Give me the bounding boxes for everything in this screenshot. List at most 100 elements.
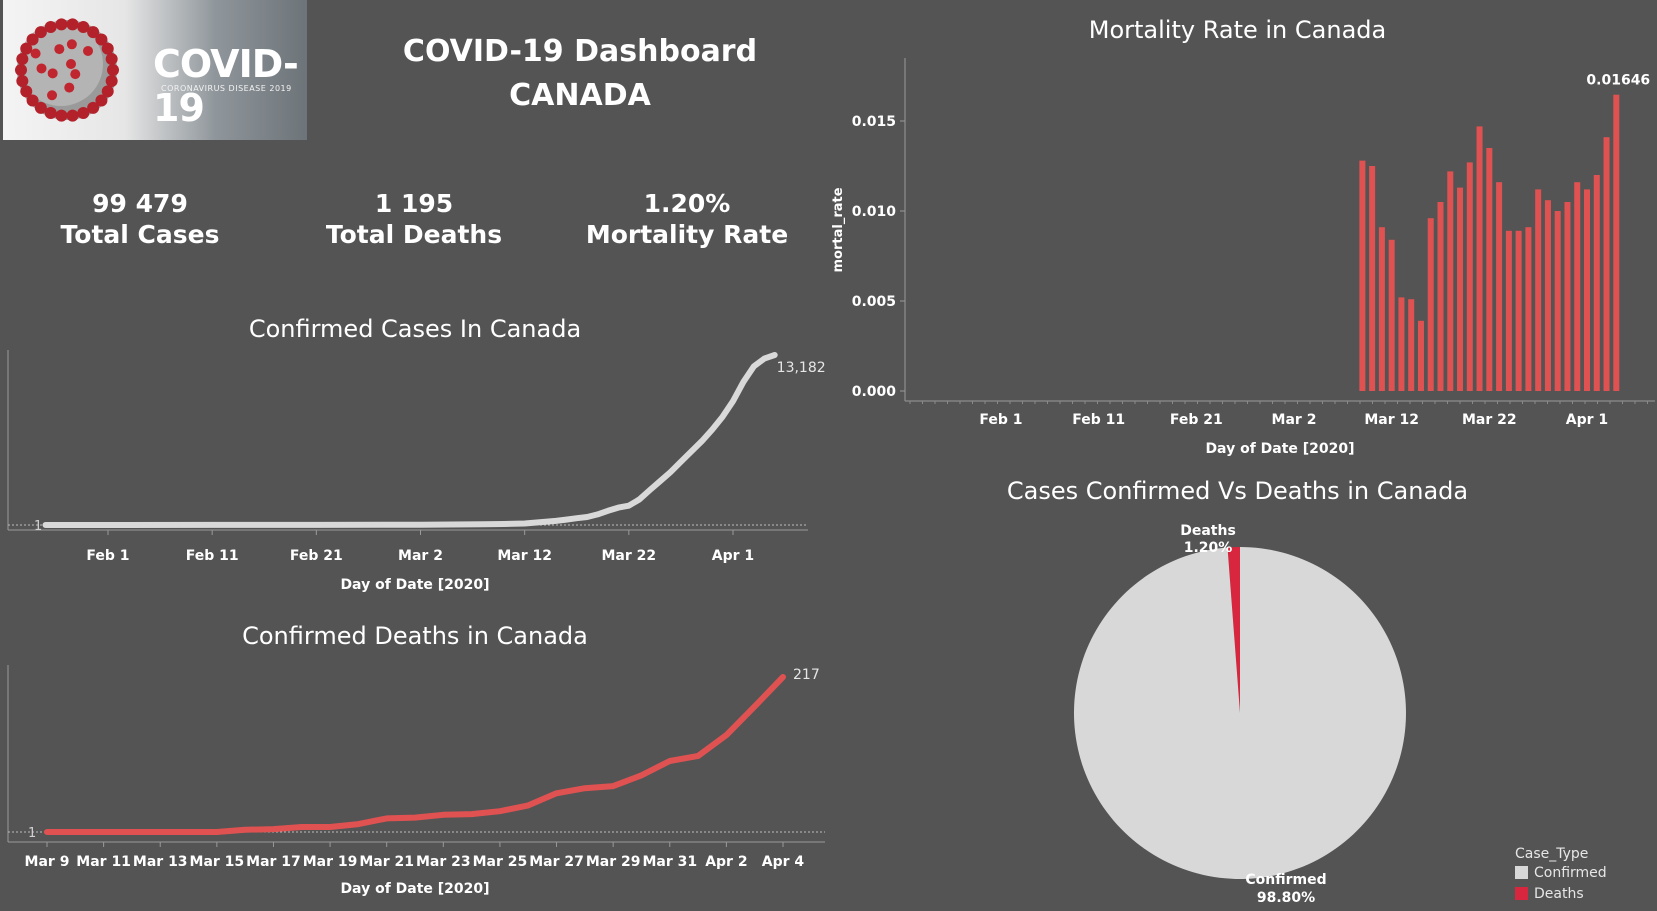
x-tick-label: Mar 15 bbox=[190, 854, 245, 870]
legend-swatch bbox=[1515, 866, 1528, 879]
logo-title: COVID-19 bbox=[153, 42, 299, 130]
virus-spike bbox=[64, 82, 75, 93]
mortality-bar bbox=[1486, 148, 1493, 391]
virus-spike bbox=[20, 42, 33, 55]
mortality-bar bbox=[1437, 202, 1444, 391]
x-tick-label: Mar 2 bbox=[1272, 412, 1317, 428]
end-value-label: 217 bbox=[793, 667, 820, 683]
x-tick-label: Apr 1 bbox=[712, 548, 754, 564]
virus-spike bbox=[95, 33, 108, 46]
kpi-total-cases: 99 479 Total Cases bbox=[5, 188, 275, 250]
x-tick-label: Mar 25 bbox=[473, 854, 528, 870]
deaths-series-line bbox=[44, 674, 786, 835]
mortality-bar bbox=[1378, 227, 1385, 391]
mortality-bar bbox=[1417, 320, 1424, 391]
x-tick-label: Mar 29 bbox=[586, 854, 641, 870]
virus-spike bbox=[16, 52, 29, 65]
virus-spike bbox=[70, 69, 81, 80]
reference-label: 1 bbox=[28, 826, 36, 841]
virus-spike bbox=[15, 64, 27, 76]
virus-spike bbox=[101, 85, 114, 98]
x-tick-label: Apr 4 bbox=[762, 854, 805, 870]
mortality-bar bbox=[1388, 239, 1395, 391]
kpi-mortality-rate: 1.20% Mortality Rate bbox=[552, 188, 822, 250]
mortality-bar bbox=[1515, 230, 1522, 391]
mortality-rate-bar-chart: 0.000 0.005 0.010 0.015 Feb 1 Feb 11 Feb 21 Mar… bbox=[831, 58, 1655, 457]
x-tick-label: Mar 2 bbox=[398, 548, 443, 564]
virus-spike bbox=[47, 68, 58, 79]
kpi-label: Total Cases bbox=[60, 220, 220, 249]
virus-spike bbox=[77, 107, 90, 120]
virus-spike bbox=[47, 90, 58, 101]
kpi-label: Mortality Rate bbox=[585, 220, 789, 249]
mortality-bar bbox=[1603, 137, 1610, 391]
virus-spike bbox=[105, 75, 118, 88]
x-tick-label: Mar 31 bbox=[642, 854, 697, 870]
virus-spike bbox=[55, 18, 68, 31]
mortality-bar bbox=[1525, 227, 1532, 391]
x-tick-label: Feb 11 bbox=[1072, 412, 1125, 428]
x-tick-label: Mar 13 bbox=[133, 854, 188, 870]
kpi-value: 1.20% bbox=[643, 189, 731, 218]
x-tick-label: Mar 11 bbox=[76, 854, 131, 870]
mortality-chart-title: Mortality Rate in Canada bbox=[1088, 16, 1387, 44]
kpi-label: Total Deaths bbox=[325, 220, 503, 249]
x-axis-label: Day of Date [2020] bbox=[340, 577, 489, 593]
deaths-chart-title: Confirmed Deaths in Canada bbox=[242, 622, 588, 650]
x-axis-label: Day of Date [2020] bbox=[340, 881, 489, 897]
mortality-bar bbox=[1369, 166, 1376, 391]
mortality-bar bbox=[1544, 200, 1551, 391]
mortality-bar bbox=[1496, 182, 1503, 391]
y-tick-label: 0.010 bbox=[852, 204, 897, 220]
mortality-bar bbox=[1564, 202, 1571, 391]
x-tick-label: Mar 12 bbox=[497, 548, 552, 564]
x-tick-label: Apr 1 bbox=[1566, 412, 1608, 428]
virus-spike bbox=[83, 45, 94, 56]
x-tick-label: Mar 27 bbox=[529, 854, 584, 870]
reference-label: 1 bbox=[34, 519, 42, 534]
virus-spike bbox=[66, 18, 79, 31]
legend-item-deaths[interactable]: Deaths bbox=[1515, 883, 1607, 904]
virus-spike bbox=[30, 48, 41, 59]
dashboard-title: COVID-19 Dashboard CANADA bbox=[370, 30, 790, 118]
pie-slice-confirmed bbox=[1073, 547, 1406, 879]
x-tick-label: Mar 9 bbox=[25, 854, 70, 870]
mortality-bar bbox=[1613, 94, 1620, 391]
y-tick-label: 0.000 bbox=[852, 384, 897, 400]
legend-title: Case_Type bbox=[1515, 846, 1589, 862]
legend-swatch bbox=[1515, 887, 1528, 900]
dashboard-title-line2: CANADA bbox=[509, 78, 651, 113]
virus-spike bbox=[44, 20, 57, 33]
pie-legend: Case_Type Confirmed Deaths bbox=[1515, 846, 1607, 904]
pie-label-deaths-value: 1.20% bbox=[1184, 540, 1233, 556]
mortality-bar bbox=[1408, 299, 1415, 391]
virus-spike bbox=[26, 33, 39, 46]
mortality-bar bbox=[1554, 211, 1561, 391]
virus-spike bbox=[20, 85, 33, 98]
pie-chart-title: Cases Confirmed Vs Deaths in Canada bbox=[1006, 477, 1469, 505]
mortality-bar bbox=[1359, 160, 1366, 391]
dashboard-title-line1: COVID-19 Dashboard bbox=[402, 34, 758, 69]
legend-item-confirmed[interactable]: Confirmed bbox=[1515, 862, 1607, 883]
virus-spike bbox=[77, 20, 90, 33]
confirmed-cases-line-chart: 1 Feb 1 Feb 11 Feb 21 Mar 2 Mar 12 Mar 22 Apr 1… bbox=[7, 350, 826, 593]
virus-spike bbox=[101, 42, 114, 55]
x-tick-label: Mar 12 bbox=[1364, 412, 1419, 428]
mortality-bar bbox=[1593, 175, 1600, 391]
virus-spike bbox=[66, 59, 76, 69]
virus-spike bbox=[34, 101, 47, 114]
x-tick-label: Mar 22 bbox=[602, 548, 657, 564]
covid-logo-image: COVID-19 CORONAVIRUS DISEASE 2019 bbox=[3, 0, 307, 140]
pie-label-confirmed-value: 98.80% bbox=[1257, 890, 1315, 906]
logo-subtitle: CORONAVIRUS DISEASE 2019 bbox=[161, 84, 292, 93]
virus-spike bbox=[36, 63, 47, 74]
x-tick-label: Feb 21 bbox=[290, 548, 343, 564]
virus-spike bbox=[66, 39, 77, 50]
mortality-bar bbox=[1584, 189, 1590, 391]
mortality-bar bbox=[1457, 187, 1464, 391]
virus-spike bbox=[26, 94, 39, 107]
pie-slice-deaths bbox=[1227, 547, 1240, 713]
y-tick-label: 0.015 bbox=[852, 114, 896, 130]
mortality-bar bbox=[1427, 218, 1434, 391]
